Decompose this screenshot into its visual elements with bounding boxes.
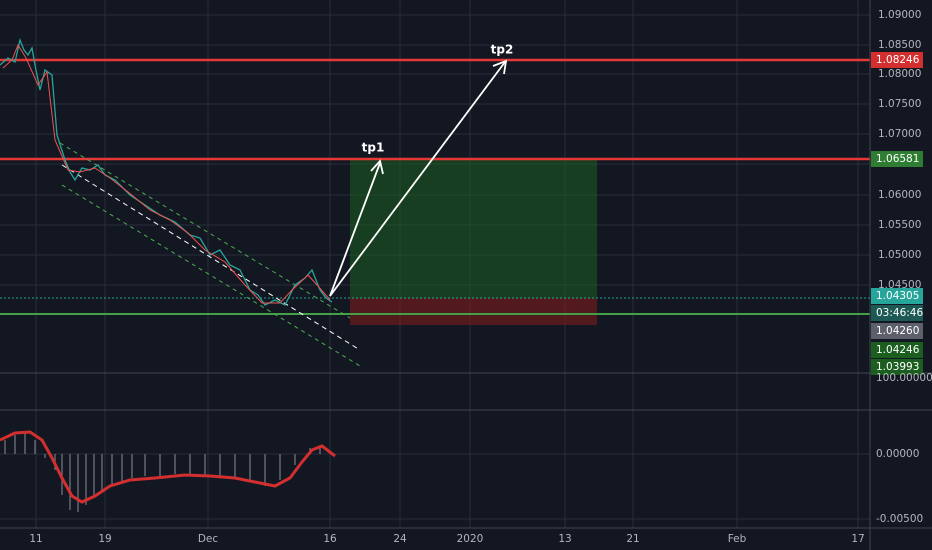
profit-zone (350, 159, 597, 298)
price-tick-label: 1.05500 (878, 219, 921, 231)
labels: 1.09000 1.08500 1.08000 1.07500 1.07000 1.065… (29, 9, 932, 545)
channel-line (59, 142, 351, 319)
time-label: 19 (98, 533, 111, 545)
price-tag-label: 03:46:46 (876, 307, 923, 319)
time-label: Dec (198, 533, 219, 545)
price-tag-label: 1.06581 (876, 153, 919, 165)
price-tag (871, 342, 923, 358)
arrow-head (492, 59, 508, 75)
indicator-tick-label: -0.00500 (876, 513, 923, 525)
price-tick-label: 1.07000 (878, 128, 921, 140)
time-label: 24 (393, 533, 407, 545)
price-tick-label: 1.07500 (878, 98, 921, 110)
price-tag (871, 359, 923, 375)
time-label: 16 (323, 533, 337, 545)
price-tick-label: 1.08000 (878, 68, 921, 80)
loss-zone (350, 298, 597, 325)
channel-line (61, 184, 361, 367)
price-tick-label: 1.05000 (878, 249, 921, 261)
price-tick-label: 1.06000 (878, 189, 921, 201)
price-tick-label: 1.09000 (878, 9, 921, 21)
indicator-tick-label: 0.00000 (876, 448, 919, 460)
time-label: 17 (851, 533, 864, 545)
price-tag-label: 1.04260 (876, 325, 919, 337)
price-tag-label: 1.04305 (876, 290, 919, 302)
price-tag (871, 288, 923, 304)
arrow-head (370, 159, 384, 175)
price-tag (871, 151, 923, 167)
price-tick-label: 1.08500 (878, 39, 921, 51)
price-tag (871, 323, 923, 339)
signal-line (0, 430, 336, 504)
price-tag (871, 52, 923, 68)
price-series (0, 37, 333, 306)
target-label: tp2 (491, 43, 514, 57)
target-arrow (329, 61, 506, 297)
price-tag (871, 305, 923, 321)
time-label: Feb (728, 533, 747, 545)
time-label: 2020 (457, 533, 484, 545)
price-series (2, 43, 331, 304)
price-tag-label: 1.08246 (876, 54, 920, 66)
time-label: 21 (626, 533, 639, 545)
price-tag-label: 1.03993 (876, 361, 919, 373)
indicator-tick-label: 100.00000 (876, 372, 932, 384)
target-arrow (329, 162, 381, 297)
channel-line (61, 164, 361, 351)
time-label: 11 (29, 533, 42, 545)
target-label: tp1 (362, 141, 385, 155)
price-tag-label: 1.04246 (876, 344, 920, 356)
time-label: 13 (558, 533, 571, 545)
